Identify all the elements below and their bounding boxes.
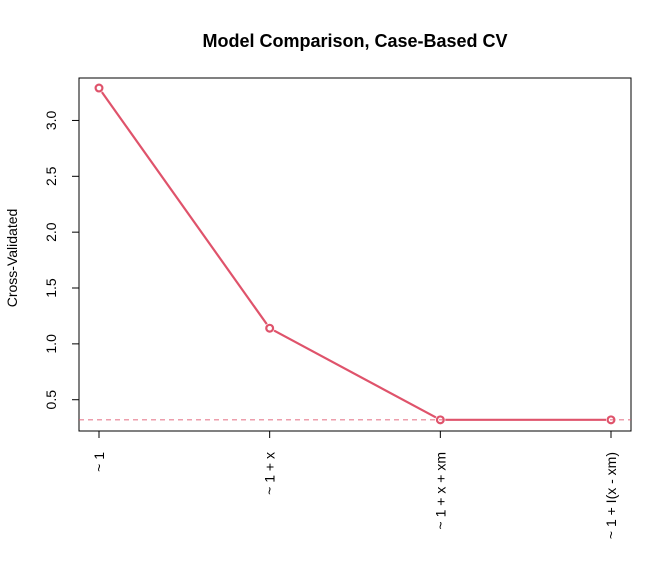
plot-marks [79,83,631,425]
series-line-segment [273,329,437,419]
y-tick-label: 1.0 [43,334,59,354]
y-tick-label: 2.0 [43,222,59,242]
x-axis: ~ 1 ~ 1 + x ~ 1 + x + xm ~ 1 + I(x - xm) [91,431,619,539]
data-point [435,415,445,425]
x-tick-label: ~ 1 + x [262,452,278,495]
x-tick-label: ~ 1 + x + xm [432,452,448,529]
x-tick-label: ~ 1 + I(x - xm) [603,452,619,539]
x-tick-label: ~ 1 [91,452,107,472]
y-tick-label: 2.5 [43,166,59,186]
plot-frame [78,77,632,432]
data-point [265,323,275,333]
y-tick-label: 0.5 [43,390,59,410]
y-tick-label: 1.5 [43,278,59,298]
y-axis-label: Cross-Validated [4,209,20,308]
y-axis: 0.5 1.0 1.5 2.0 2.5 3.0 [43,111,79,410]
chart-title: Model Comparison, Case-Based CV [202,31,507,51]
y-tick-label: 3.0 [43,111,59,131]
data-point [94,83,104,93]
data-point [606,415,616,425]
series-line-segment [100,91,268,325]
